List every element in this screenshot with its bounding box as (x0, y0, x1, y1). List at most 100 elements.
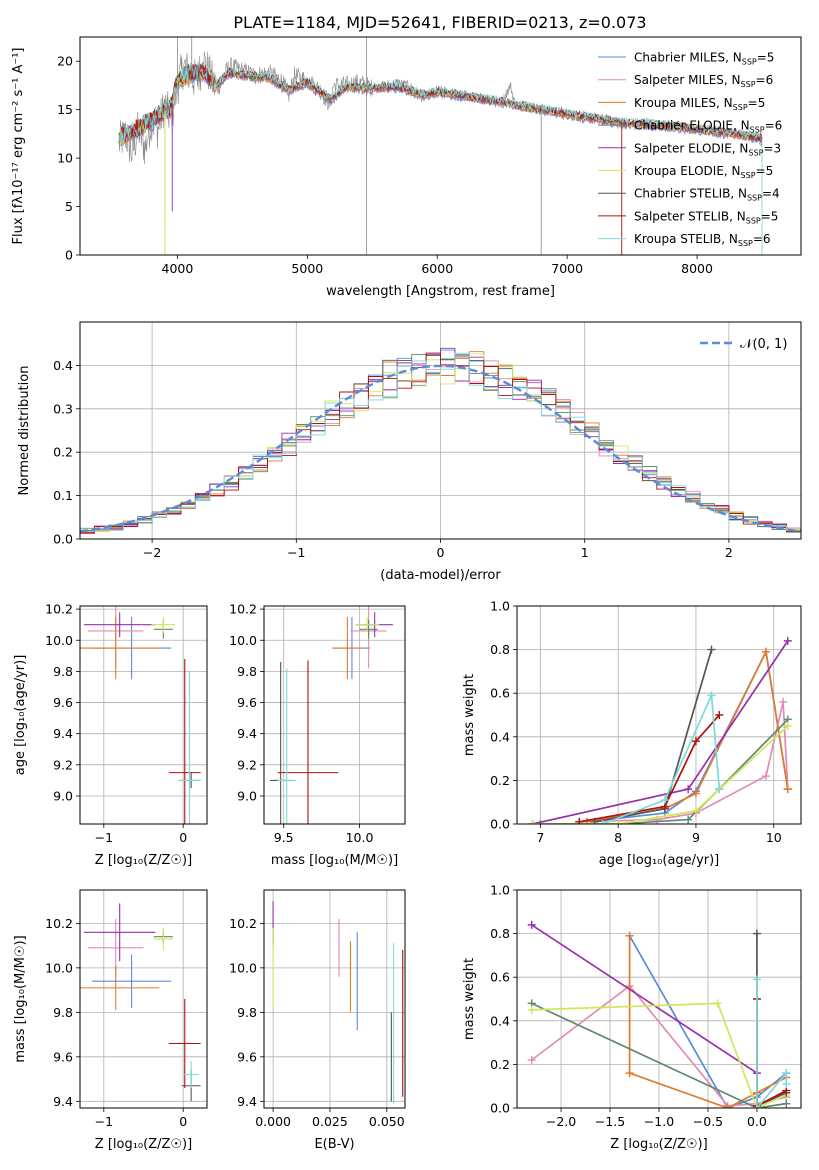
line-series-salpeter-elodie (528, 636, 792, 824)
plot-area (80, 606, 201, 824)
y-tick-label: 10.0 (229, 960, 257, 975)
y-tick-label: 10.2 (45, 602, 73, 617)
x-tick-label: 9.5 (274, 830, 294, 845)
y-tick-label: 9.6 (237, 695, 257, 710)
series-marker (783, 636, 792, 645)
x-tick-label: −2 (143, 545, 161, 560)
y-tick-label: 0.0 (490, 1101, 510, 1116)
legend-label: Kroupa MILES, NSSP=5 (634, 96, 765, 112)
line-series-chabrier-stelib (752, 929, 791, 1108)
errorbar-salpeter-stelib (168, 999, 201, 1088)
errorbar-kroupa-elodie (354, 616, 380, 633)
legend-label: Salpeter MILES, NSSP=6 (634, 73, 773, 89)
y-tick-label: 10.0 (229, 633, 257, 648)
axes-frame (263, 889, 406, 1109)
age-vs-z-panel: −1 0 9.0 9.2 9.4 9.6 9.8 10.0 10.2 Z [log₁₀(Z/Z☉)… (13, 602, 208, 868)
y-axis-label: mass [log₁₀(M/M☉)] (13, 935, 28, 1062)
y-tick-label: 9.8 (53, 664, 73, 679)
x-axis-label: age [log₁₀(age/yr)] (599, 853, 720, 868)
line-series-kroupa-stelib (598, 691, 724, 824)
series-marker (723, 1104, 732, 1108)
y-tick-label: 5 (65, 199, 73, 214)
errorbar-kroupa-stelib (178, 671, 201, 824)
y-tick-label: 0.1 (53, 488, 73, 503)
residuals-panel: −2 −1 0 1 2 0.0 0.1 0.2 0.3 0.4 (data-model)/error… (17, 321, 802, 583)
y-tick-label: 10.2 (229, 916, 257, 931)
x-tick-label: 0.000 (255, 1114, 291, 1129)
series-marker (536, 820, 545, 824)
series-marker (660, 796, 669, 805)
legend-label: 𝒩(0, 1) (740, 337, 787, 352)
series-line (579, 701, 789, 823)
x-tick-label: −1.0 (644, 1114, 674, 1129)
series-line (532, 725, 789, 824)
series-line (756, 979, 788, 1108)
series-marker (752, 975, 761, 984)
y-tick-label: 0.2 (53, 445, 73, 460)
x-tick-label: 5000 (291, 261, 323, 276)
legend-label: Chabrier STELIB, NSSP=4 (634, 187, 780, 203)
series-marker (598, 820, 607, 824)
y-tick-label: 9.2 (53, 757, 73, 772)
errorbar-chabrier-miles (91, 954, 172, 1008)
y-tick-label: 10.0 (45, 960, 73, 975)
series-marker (528, 820, 537, 824)
y-tick-label: 9.4 (237, 1094, 257, 1109)
errorbar-salpeter-stelib (277, 660, 339, 824)
line-series-chabrier-elodie (536, 715, 792, 824)
x-axis-label: (data-model)/error (380, 568, 501, 583)
y-tick-label: 1.0 (490, 599, 510, 614)
series-marker (527, 1056, 536, 1065)
series-marker (782, 1099, 791, 1108)
series-marker (783, 721, 792, 730)
x-axis-label: wavelength [Angstrom, rest frame] (326, 284, 555, 299)
y-tick-label: 0.4 (490, 1013, 510, 1028)
series-marker (707, 645, 716, 654)
y-tick-label: 0.6 (490, 686, 510, 701)
y-tick-label: 0.2 (490, 1057, 510, 1072)
series-marker (684, 785, 693, 794)
series-marker (625, 1069, 634, 1078)
y-tick-label: 0.8 (490, 926, 510, 941)
residuals-legend: 𝒩(0, 1) (700, 337, 787, 352)
series-marker (583, 817, 592, 824)
errorbar-kroupa-miles (80, 616, 160, 680)
axes-frame (263, 605, 406, 825)
series-marker (707, 691, 716, 700)
plot-area (272, 901, 404, 1104)
y-axis-label: mass weight (462, 958, 477, 1040)
series-line (531, 924, 758, 1074)
axes-frame (516, 605, 802, 825)
legend-label: Kroupa ELODIE, NSSP=5 (634, 164, 773, 180)
histogram-salpeter-elodie (80, 347, 801, 532)
y-tick-label: 0.8 (490, 642, 510, 657)
series-marker (691, 806, 700, 815)
x-tick-label: 10.0 (346, 830, 374, 845)
line-series-chabrier-stelib (590, 645, 716, 824)
series-line (532, 640, 789, 824)
axes-frame (79, 36, 802, 256)
y-axis-label: age [log₁₀(age/yr)] (13, 655, 28, 776)
axes-frame (79, 605, 208, 825)
series-marker (783, 785, 792, 794)
y-tick-label: 0.3 (53, 401, 73, 416)
x-tick-label: −2.0 (546, 1114, 576, 1129)
mass-vs-ebv-panel: 0.000 0.025 0.050 9.4 9.6 9.8 10.0 10.2 E(B-V) (229, 889, 406, 1152)
y-tick-label: 9.4 (53, 726, 73, 741)
series-marker (782, 1080, 791, 1089)
plot-area (80, 903, 201, 1102)
series-line (628, 935, 787, 1108)
x-tick-label: 8000 (681, 261, 713, 276)
series-line (531, 1002, 787, 1108)
series-marker (527, 1005, 536, 1014)
y-tick-label: 9.0 (53, 788, 73, 803)
x-tick-label: 8 (614, 830, 622, 845)
series-marker (527, 920, 536, 929)
spectrum-panel: 4000 5000 6000 7000 8000 0 5 10 15 20 wavelength [… (11, 36, 802, 299)
legend-label: Chabrier MILES, NSSP=5 (634, 51, 774, 67)
age-vs-mass-panel: 9.5 10.0 9.0 9.2 9.4 9.6 9.8 10.0 10.2 mass [log₁… (229, 602, 406, 868)
y-axis-label: Normed distribution (17, 366, 32, 496)
y-tick-label: 20 (57, 54, 73, 69)
series-marker (779, 697, 788, 706)
